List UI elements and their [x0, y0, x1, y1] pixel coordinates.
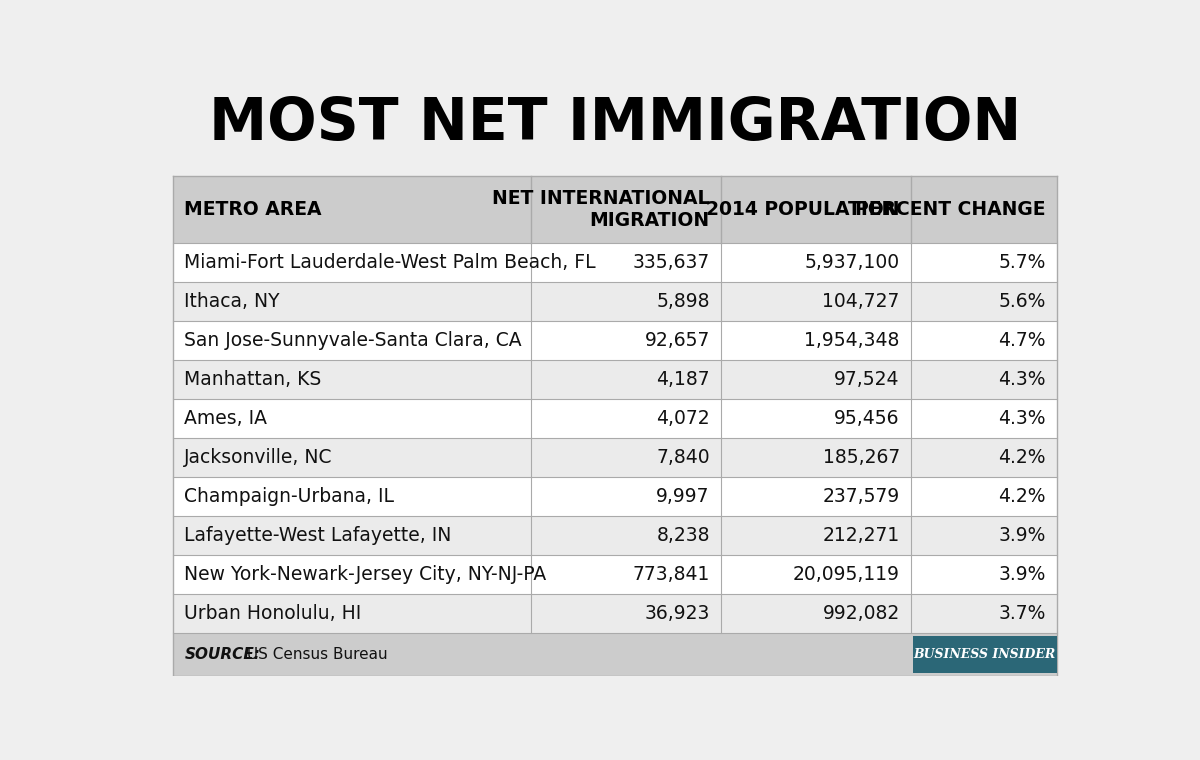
Bar — [173, 477, 1057, 516]
Text: 992,082: 992,082 — [822, 603, 900, 622]
Bar — [173, 243, 1057, 282]
Text: 4.3%: 4.3% — [998, 370, 1045, 389]
Text: 2014 POPULATION: 2014 POPULATION — [707, 200, 900, 219]
Text: 5,937,100: 5,937,100 — [805, 253, 900, 272]
Text: 92,657: 92,657 — [644, 331, 710, 350]
Text: 237,579: 237,579 — [822, 487, 900, 506]
Text: NET INTERNATIONAL
MIGRATION: NET INTERNATIONAL MIGRATION — [492, 189, 710, 230]
Text: 185,267: 185,267 — [822, 448, 900, 467]
Bar — [173, 594, 1057, 632]
Text: 7,840: 7,840 — [656, 448, 710, 467]
Text: US Census Bureau: US Census Bureau — [242, 647, 388, 662]
Text: 95,456: 95,456 — [834, 409, 900, 428]
Text: 4.3%: 4.3% — [998, 409, 1045, 428]
Bar — [173, 555, 1057, 594]
Bar — [173, 321, 1057, 360]
Text: 3.9%: 3.9% — [998, 526, 1045, 545]
Text: 3.9%: 3.9% — [998, 565, 1045, 584]
Text: 4.7%: 4.7% — [998, 331, 1045, 350]
Text: Ames, IA: Ames, IA — [185, 409, 268, 428]
Text: PERCENT CHANGE: PERCENT CHANGE — [856, 200, 1045, 219]
Text: 773,841: 773,841 — [632, 565, 710, 584]
Text: Miami-Fort Lauderdale-West Palm Beach, FL: Miami-Fort Lauderdale-West Palm Beach, F… — [185, 253, 596, 272]
Text: MOST NET IMMIGRATION: MOST NET IMMIGRATION — [209, 95, 1021, 152]
Text: 3.7%: 3.7% — [998, 603, 1045, 622]
Text: BUSINESS INSIDER: BUSINESS INSIDER — [913, 648, 1056, 661]
Bar — [912, 636, 1057, 673]
Text: 5.6%: 5.6% — [998, 293, 1045, 312]
Text: 335,637: 335,637 — [632, 253, 710, 272]
Text: METRO AREA: METRO AREA — [185, 200, 322, 219]
Text: 4,072: 4,072 — [656, 409, 710, 428]
Bar — [173, 516, 1057, 555]
Text: SOURCE:: SOURCE: — [185, 647, 260, 662]
Text: 97,524: 97,524 — [834, 370, 900, 389]
Text: Lafayette-West Lafayette, IN: Lafayette-West Lafayette, IN — [185, 526, 451, 545]
Bar — [173, 282, 1057, 321]
Text: Champaign-Urbana, IL: Champaign-Urbana, IL — [185, 487, 395, 506]
Text: 5.7%: 5.7% — [998, 253, 1045, 272]
Text: 5,898: 5,898 — [656, 293, 710, 312]
Text: 20,095,119: 20,095,119 — [793, 565, 900, 584]
Text: 104,727: 104,727 — [822, 293, 900, 312]
Text: 9,997: 9,997 — [656, 487, 710, 506]
Text: Jacksonville, NC: Jacksonville, NC — [185, 448, 332, 467]
Text: 4.2%: 4.2% — [998, 448, 1045, 467]
Bar — [173, 360, 1057, 399]
Text: Urban Honolulu, HI: Urban Honolulu, HI — [185, 603, 361, 622]
Text: 8,238: 8,238 — [656, 526, 710, 545]
Bar — [173, 399, 1057, 438]
Text: Ithaca, NY: Ithaca, NY — [185, 293, 280, 312]
Text: New York-Newark-Jersey City, NY-NJ-PA: New York-Newark-Jersey City, NY-NJ-PA — [185, 565, 547, 584]
Bar — [173, 438, 1057, 477]
Bar — [173, 632, 1057, 676]
Text: San Jose-Sunnyvale-Santa Clara, CA: San Jose-Sunnyvale-Santa Clara, CA — [185, 331, 522, 350]
Text: 212,271: 212,271 — [822, 526, 900, 545]
Text: 1,954,348: 1,954,348 — [804, 331, 900, 350]
Text: 36,923: 36,923 — [644, 603, 710, 622]
Text: 4,187: 4,187 — [656, 370, 710, 389]
Text: 4.2%: 4.2% — [998, 487, 1045, 506]
Text: Manhattan, KS: Manhattan, KS — [185, 370, 322, 389]
